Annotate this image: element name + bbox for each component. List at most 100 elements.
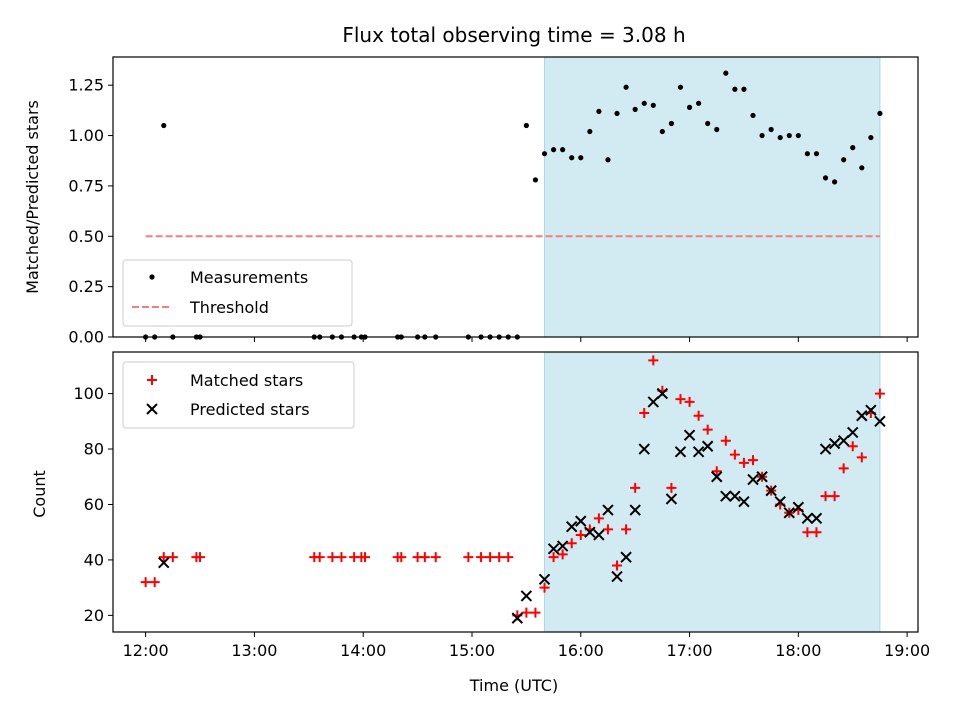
data-point [859,165,865,171]
data-point [729,449,740,460]
panel-ratio: 0.00 0.25 0.50 0.75 1.00 1.25 Measurements Thre… [68,56,919,347]
data-point [828,437,841,450]
data-point [822,175,829,181]
data-point [768,126,774,133]
panel-counts: 20 40 60 80 100 12:00 13:00 14:00 15:00 16:00 17:0… [73,351,930,660]
series-matched-stars [140,355,885,621]
data-point [521,607,532,618]
data-point [674,446,687,458]
data-point [820,491,831,502]
data-point [813,151,820,157]
data-point [850,145,856,151]
data-point [819,443,832,455]
data-point [538,573,551,586]
data-point [336,552,347,563]
data-point [575,515,587,527]
data-point [668,120,675,127]
y-tick-label: 1.25 [68,76,104,95]
data-point [795,132,801,139]
data-point [683,429,696,441]
data-point [578,155,584,161]
shaded-interval [544,56,881,338]
data-point [693,410,704,421]
data-point [161,122,167,129]
data-point [605,157,611,163]
data-point [485,552,496,563]
data-point [696,100,702,106]
data-point [792,501,805,513]
data-point [729,490,741,502]
data-point [629,504,641,516]
data-point [714,126,720,133]
data-point [511,612,524,624]
x-tick-label: 18:00 [775,641,821,660]
data-point [686,104,693,110]
data-point [711,466,722,477]
data-point [741,86,747,92]
data-point [419,552,430,563]
data-point [638,443,650,455]
data-point [841,157,847,163]
series-measurements [143,70,883,340]
data-point [650,102,656,108]
data-point [684,396,695,407]
y-tick-label: 100 [73,384,104,403]
data-point [476,552,487,563]
data-point [665,493,678,505]
data-point [783,507,795,519]
data-point [556,540,569,552]
data-point [195,552,206,563]
data-point [677,84,684,90]
data-point [738,495,750,508]
y-tick-label: 1.00 [68,126,104,145]
data-point [557,549,568,560]
data-point [620,551,632,563]
data-point [639,407,650,418]
x-tick-label: 13:00 [231,641,277,660]
legend: Matched stars Predicted stars [122,361,355,429]
legend-label-matched: Matched stars [190,371,303,390]
data-point [548,552,559,563]
data-point [593,529,605,541]
data-point [847,441,858,452]
data-point [314,552,325,563]
legend-marker-predicted [146,403,158,415]
data-point [874,415,886,428]
x-tick-label: 17:00 [666,641,712,660]
data-point [560,147,566,153]
x-tick-label: 14:00 [340,641,386,660]
data-point [720,435,731,446]
legend-label-threshold: Threshold [189,298,269,317]
data-point [711,471,723,483]
legend-marker-measurements [149,274,155,280]
data-point [149,577,160,588]
data-point [587,128,593,135]
data-point [550,147,557,153]
data-point [565,520,578,533]
y-tick-label: 60 [84,495,104,514]
legend-box [122,361,355,429]
chart-title: Flux total observing time = 3.08 h [342,23,685,47]
data-point [584,526,596,538]
legend: Measurements Threshold [122,259,353,327]
data-point [877,110,883,117]
data-point [747,473,759,486]
data-point [732,86,738,92]
data-point [396,552,407,563]
y-tick-label: 0.00 [68,328,104,347]
data-point [804,151,811,157]
data-point [494,552,505,563]
legend-marker-matched [147,375,157,385]
data-point [569,155,575,161]
data-point [656,387,669,400]
data-point [430,552,441,563]
data-point [630,482,641,493]
data-point [748,455,759,466]
data-point [720,490,732,502]
data-point [503,552,514,563]
data-point [829,491,840,502]
data-point [523,122,529,129]
data-point [541,151,548,157]
data-point [632,106,638,112]
